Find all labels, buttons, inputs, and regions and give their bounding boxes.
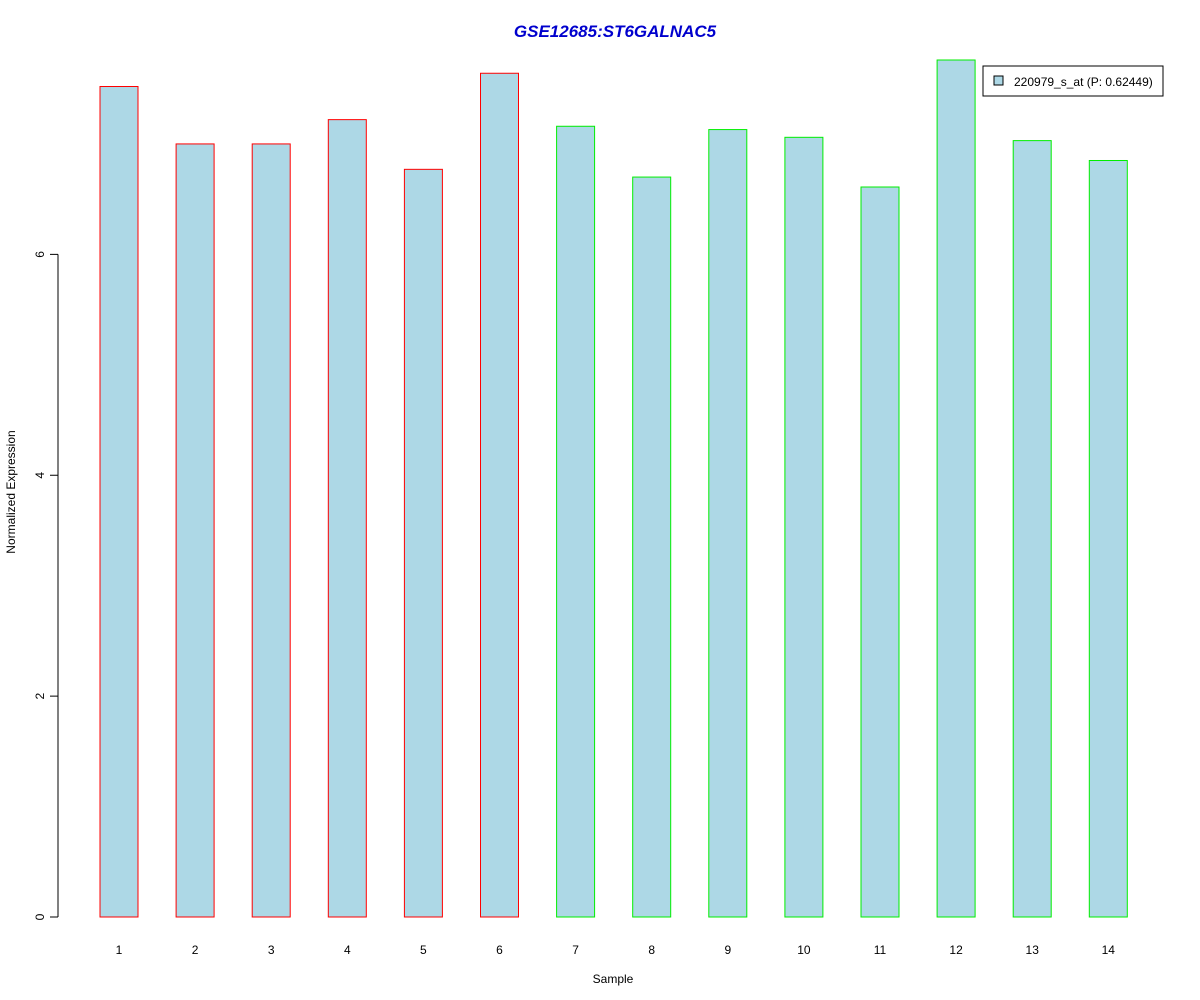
bar-sample-4 [327,119,367,918]
bar-sample-2 [175,143,215,918]
y-tick-label: 2 [33,692,47,699]
x-tick-label: 9 [724,943,731,957]
x-axis-label: Sample [593,972,634,986]
y-axis-label: Normalized Expression [4,430,18,553]
x-tick-label: 14 [1102,943,1116,957]
y-axis: 0 2 4 6 [33,251,59,920]
bars [99,59,1128,918]
y-tick-label: 4 [33,472,47,479]
x-tick-label: 12 [949,943,963,957]
legend: 220979_s_at (P: 0.62449) [982,65,1164,97]
x-tick-label: 11 [874,943,887,957]
x-tick-label: 3 [268,943,275,957]
bar-sample-7 [556,125,596,918]
x-tick-labels: 1 2 3 4 5 6 7 8 9 10 11 12 13 14 [116,943,1116,957]
x-tick-label: 4 [344,943,351,957]
x-tick-label: 13 [1026,943,1040,957]
bar-sample-6 [480,72,519,918]
bar-sample-12 [936,59,976,918]
x-tick-label: 5 [420,943,427,957]
bar-sample-1 [99,86,139,918]
chart-title: GSE12685:ST6GALNAC5 [514,22,717,41]
x-tick-label: 2 [192,943,199,957]
bar-sample-13 [1012,140,1052,918]
bar-sample-11 [860,186,900,918]
x-tick-label: 8 [648,943,655,957]
bar-sample-9 [708,129,748,918]
x-tick-label: 6 [496,943,503,957]
bar-sample-8 [632,176,672,918]
bar-sample-10 [784,136,824,918]
legend-box [982,65,1164,97]
legend-swatch [993,75,1004,86]
x-tick-label: 1 [116,943,123,957]
bar-sample-3 [251,143,291,918]
x-tick-label: 10 [797,943,811,957]
y-tick-label: 6 [33,251,47,258]
x-tick-label: 7 [572,943,579,957]
bar-sample-14 [1088,159,1128,918]
bar-sample-5 [403,168,443,918]
y-tick-label: 0 [33,913,47,920]
legend-label: 220979_s_at (P: 0.62449) [1014,75,1153,89]
